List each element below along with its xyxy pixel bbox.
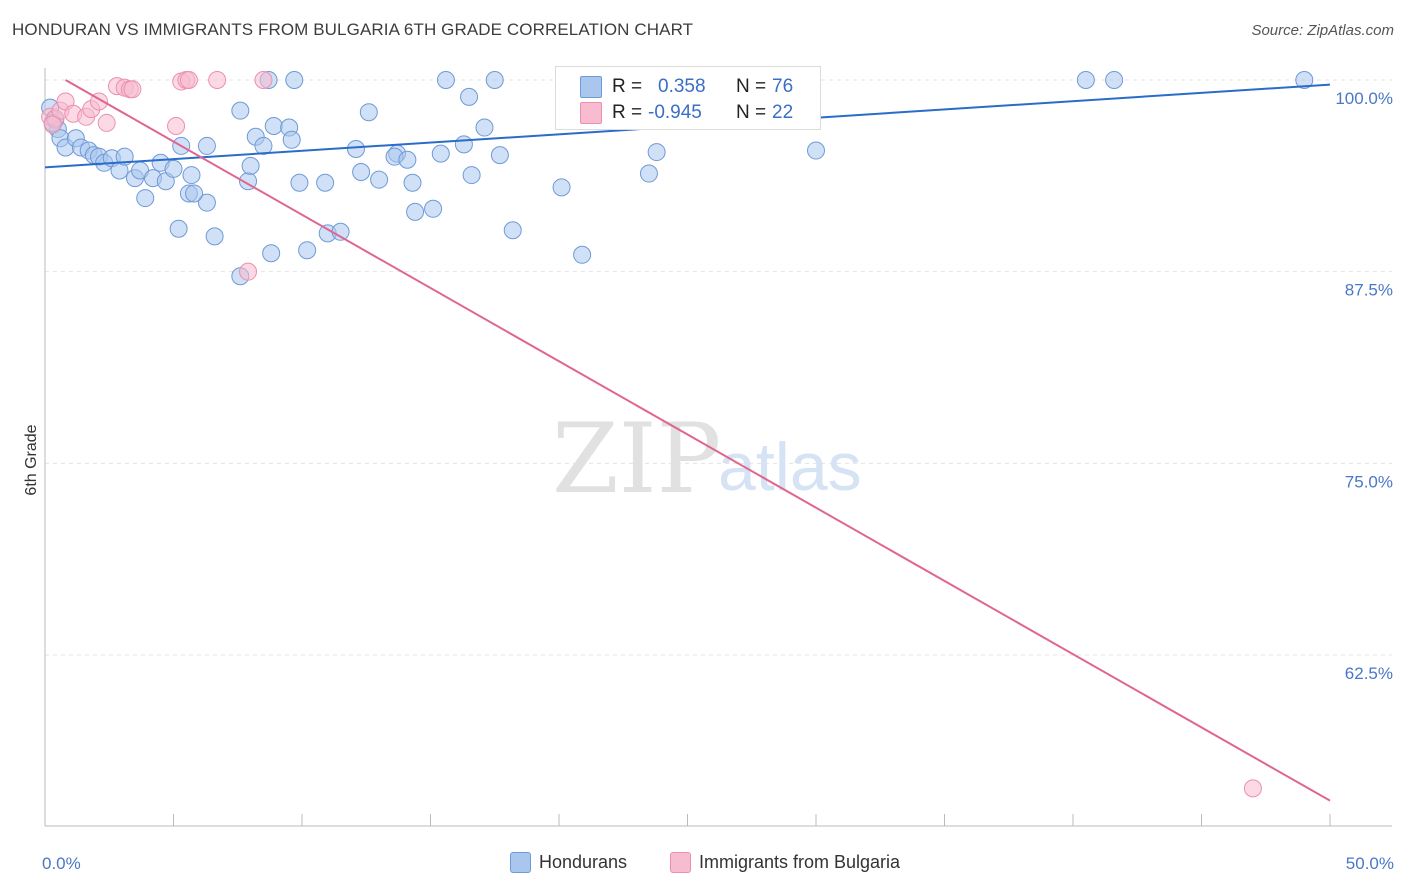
honduran-point xyxy=(398,150,417,169)
bulgaria-trend-line xyxy=(65,79,1331,802)
source-label: Source: ZipAtlas.com xyxy=(1251,22,1394,39)
honduran-point xyxy=(475,118,494,137)
y-tick-label: 100.0% xyxy=(1335,89,1393,108)
honduran-point xyxy=(503,221,522,240)
bulgaria-point xyxy=(43,115,62,134)
honduran-point xyxy=(254,136,273,155)
honduran-point xyxy=(285,71,304,89)
legend-r-label: R = xyxy=(612,76,643,97)
honduran-point xyxy=(647,143,666,162)
y-axis-title: 6th Grade xyxy=(23,424,40,495)
stats-legend: R = 0.358 N = 76 R = -0.945 N = 22 xyxy=(555,66,821,130)
honduran-point xyxy=(169,219,188,238)
honduran-point xyxy=(359,103,378,122)
chart-title: HONDURAN VS IMMIGRANTS FROM BULGARIA 6TH… xyxy=(12,20,694,39)
honduran-point xyxy=(490,146,509,165)
watermark-zip: ZIP xyxy=(552,403,721,515)
honduran-point xyxy=(552,178,571,197)
bulgaria-point xyxy=(167,117,186,135)
honduran-point xyxy=(1105,71,1124,89)
bottom-legend-swatch-bulgaria xyxy=(670,852,691,873)
honduran-point xyxy=(205,227,224,246)
watermark: ZIP atlas xyxy=(552,403,862,515)
honduran-point xyxy=(424,199,443,218)
x-tick-label: 50.0% xyxy=(1346,854,1394,873)
honduran-point xyxy=(460,87,479,106)
bottom-legend-label-bulgaria: Immigrants from Bulgaria xyxy=(699,852,901,872)
honduran-point xyxy=(298,241,317,260)
honduran-point xyxy=(316,173,335,192)
honduran-point xyxy=(639,164,658,183)
y-tick-label: 62.5% xyxy=(1345,664,1393,683)
y-tick-label: 75.0% xyxy=(1345,472,1393,491)
legend-r-label: R = xyxy=(612,102,643,123)
bottom-legend-bulgaria: Immigrants from Bulgaria xyxy=(670,852,900,873)
honduran-point xyxy=(370,170,389,189)
honduran-point xyxy=(807,141,825,160)
honduran-point xyxy=(115,147,134,166)
honduran-point xyxy=(164,159,183,178)
honduran-point xyxy=(403,173,422,192)
bulgaria-point xyxy=(254,71,273,89)
legend-n-label: N = xyxy=(736,76,767,97)
honduran-point xyxy=(431,144,450,163)
honduran-point xyxy=(485,71,504,89)
bottom-legend-hondurans: Hondurans xyxy=(510,852,627,873)
honduran-point xyxy=(346,140,365,158)
legend-r-hondurans: 0.358 xyxy=(658,76,706,97)
honduran-point xyxy=(264,117,283,135)
honduran-point xyxy=(406,202,425,221)
honduran-point xyxy=(573,245,592,264)
honduran-point xyxy=(182,166,201,185)
honduran-point xyxy=(352,163,371,181)
bottom-legend-label-hondurans: Hondurans xyxy=(539,852,628,872)
honduran-point xyxy=(197,136,216,155)
legend-n-label: N = xyxy=(736,102,767,123)
axes xyxy=(44,68,1392,827)
legend-swatch-hondurans xyxy=(580,76,602,98)
bottom-legend-swatch-hondurans xyxy=(510,852,531,873)
bulgaria-point xyxy=(208,71,227,89)
honduran-point xyxy=(185,184,204,203)
bulgaria-point xyxy=(179,71,198,89)
bulgaria-point xyxy=(97,113,116,132)
legend-swatch-bulgaria xyxy=(580,102,602,124)
honduran-point xyxy=(282,130,301,149)
bulgaria-point xyxy=(123,80,142,99)
honduran-point xyxy=(136,189,155,208)
honduran-point xyxy=(454,135,473,154)
y-tick-label: 87.5% xyxy=(1345,281,1393,300)
honduran-point xyxy=(1295,71,1314,89)
bulgaria-point xyxy=(239,262,258,281)
legend-n-bulgaria: 22 xyxy=(772,102,794,123)
honduran-point xyxy=(290,173,309,192)
honduran-point xyxy=(262,244,281,263)
legend-r-bulgaria: -0.945 xyxy=(648,102,702,123)
honduran-point xyxy=(231,101,250,120)
honduran-point xyxy=(462,166,481,185)
x-tick-label: 0.0% xyxy=(42,854,81,873)
axis-labels: 100.0% 87.5% 75.0% 62.5% 0.0% 50.0% xyxy=(42,89,1394,873)
honduran-point xyxy=(241,156,260,175)
legend-n-hondurans: 76 xyxy=(772,76,794,97)
bulgaria-point xyxy=(1243,779,1262,798)
honduran-point xyxy=(1076,71,1095,89)
honduran-point xyxy=(197,193,216,212)
honduran-point xyxy=(436,71,455,89)
